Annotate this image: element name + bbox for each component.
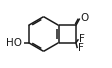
Text: HO: HO [6,38,22,48]
Text: F: F [78,34,84,44]
Text: F: F [77,43,83,53]
Text: O: O [80,13,88,23]
